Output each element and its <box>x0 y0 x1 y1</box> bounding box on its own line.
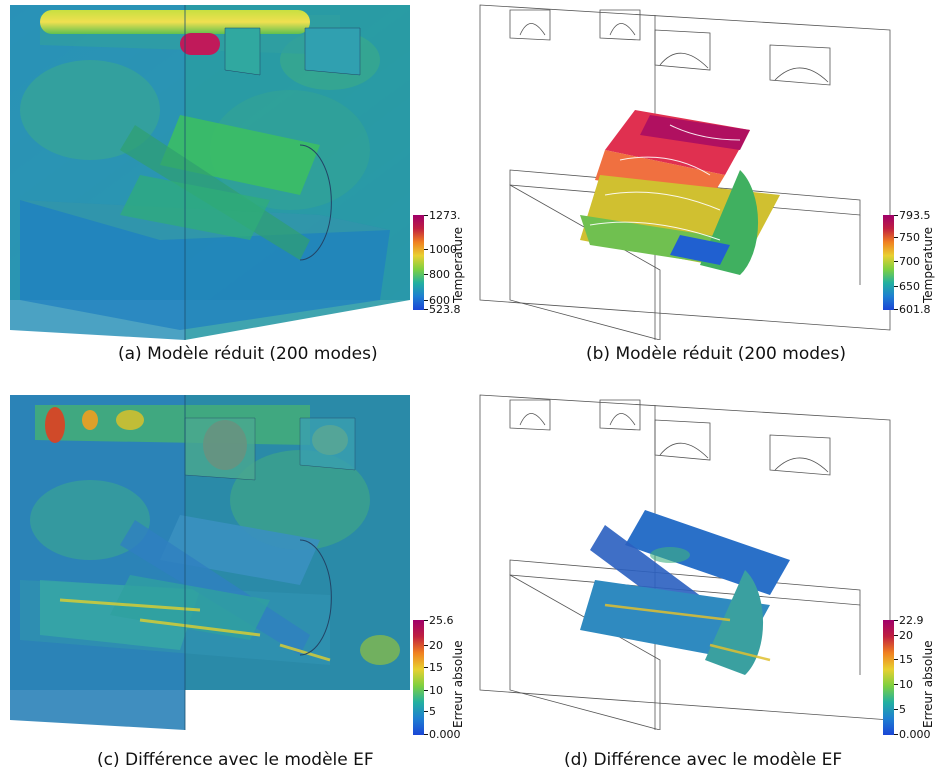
panel-d-legend-title: Erreur absolue <box>921 640 935 728</box>
panel-c-colorbar <box>413 620 424 735</box>
panel-c: (c) Différence avec le modèle EF 25.6 20 1… <box>0 390 470 773</box>
colorbar-tick-mark <box>894 285 898 287</box>
colorbar-tick-label: 15 <box>429 660 443 674</box>
colorbar-tick-label: 20 <box>429 639 443 653</box>
colorbar-tick-label: 1000 <box>429 242 457 256</box>
colorbar-tick-label: 0.000 <box>899 728 931 741</box>
heater-band <box>35 405 310 445</box>
colorbar-tick-label: 10 <box>899 677 913 691</box>
colorbar-tick-label: 15 <box>899 652 913 666</box>
colorbar-tick-label: 10 <box>429 683 443 697</box>
panel-a-colorbar <box>413 215 424 310</box>
colorbar-tick-mark <box>894 734 898 735</box>
colorbar-tick-mark <box>894 309 898 310</box>
colorbar-tick-label: 0.000 <box>429 728 461 741</box>
panel-c-legend-title: Erreur absolue <box>451 640 465 728</box>
panel-b-caption: (b) Modèle réduit (200 modes) <box>586 344 846 364</box>
colorbar-tick-label: 700 <box>899 255 920 269</box>
half-cylinder <box>705 570 764 675</box>
colorbar-tick-mark <box>424 248 428 250</box>
panel-d-caption: (d) Différence avec le modèle EF <box>564 750 843 770</box>
colorbar-tick-mark <box>894 215 898 216</box>
colorbar-tick-mark <box>894 683 898 685</box>
panel-a-legend-title: Temperature <box>451 226 465 303</box>
panel-b-legend-title: Temperature <box>921 226 935 303</box>
panel-d-colorbar <box>883 620 894 735</box>
colorbar-tick-mark <box>894 620 898 621</box>
panel-a-caption: (a) Modèle réduit (200 modes) <box>118 344 378 364</box>
panel-b-colorbar <box>883 215 894 310</box>
colorbar-tick-mark <box>894 708 898 710</box>
colorbar-tick-mark <box>424 620 428 621</box>
colorbar-tick-label: 650 <box>899 279 920 293</box>
colorbar-tick-label: 5 <box>429 705 436 719</box>
colorbar-tick-label: 601.8 <box>899 303 931 316</box>
panel-d-render <box>479 394 891 730</box>
hot-tube <box>180 33 220 55</box>
colorbar-tick-mark <box>424 215 428 216</box>
panel-c-render <box>10 395 410 730</box>
colorbar-tick-label: 750 <box>899 230 920 244</box>
colorbar-tick-label: 523.8 <box>429 303 461 316</box>
colorbar-tick-mark <box>424 711 428 713</box>
colorbar-tick-mark <box>894 658 898 660</box>
colorbar-tick-mark <box>424 689 428 691</box>
panel-c-legend: 25.6 20 15 10 5 0.000 Erreur absolue <box>405 615 470 741</box>
colorbar-tick-label: 800 <box>429 268 450 282</box>
colorbar-tick-mark <box>894 634 898 636</box>
colorbar-tick-label: 25.6 <box>429 614 454 627</box>
heater-tube <box>40 10 310 34</box>
panel-d: (d) Différence avec le modèle EF 22.9 20 1… <box>470 390 938 773</box>
colorbar-tick-mark <box>424 666 428 668</box>
colorbar-tick-mark <box>424 734 428 735</box>
colorbar-tick-mark <box>894 261 898 263</box>
slice-upper <box>625 510 790 595</box>
colorbar-tick-mark <box>424 299 428 301</box>
panel-a: (a) Modèle réduit (200 modes) 1273. 1000 8… <box>0 0 470 385</box>
plate-upper <box>160 515 320 585</box>
plate-upper <box>160 115 320 195</box>
colorbar-tick-mark <box>894 236 898 238</box>
panel-c-caption: (c) Différence avec le modèle EF <box>97 750 374 770</box>
colorbar-tick-mark <box>424 309 428 310</box>
panel-a-legend: 1273. 1000 800 600 523.8 Temperature <box>405 210 470 316</box>
panel-a-render <box>10 5 410 340</box>
panel-b: (b) Modèle réduit (200 modes) 793.5 750 70… <box>470 0 938 385</box>
colorbar-tick-label: 20 <box>899 628 913 642</box>
panel-b-legend: 793.5 750 700 650 601.8 Temperature <box>875 210 938 316</box>
panel-b-render <box>479 4 891 340</box>
colorbar-tick-label: 22.9 <box>899 614 924 627</box>
colorbar-tick-label: 1273. <box>429 209 461 222</box>
colorbar-tick-mark <box>424 274 428 276</box>
panel-d-legend: 22.9 20 15 10 5 0.000 Erreur absolue <box>875 615 938 741</box>
colorbar-tick-label: 600 <box>429 293 450 307</box>
colorbar-tick-label: 5 <box>899 702 906 716</box>
colorbar-tick-label: 793.5 <box>899 209 931 222</box>
colorbar-tick-mark <box>424 645 428 647</box>
